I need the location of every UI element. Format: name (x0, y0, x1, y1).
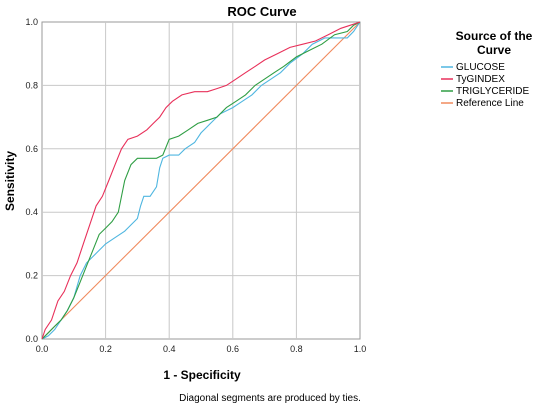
legend-title-line2: Curve (477, 43, 511, 57)
legend-title-line1: Source of the (456, 29, 533, 43)
legend: Source of the Curve GLUCOSETyGINDEXTRIGL… (441, 29, 533, 109)
y-tick-label: 1.0 (25, 17, 38, 27)
footnote: Diagonal segments are produced by ties. (179, 393, 361, 404)
series-line-reference-line (41, 21, 361, 340)
series-line-tygindex (41, 21, 361, 340)
x-tick-label: 0.0 (36, 344, 49, 354)
chart-title: ROC Curve (227, 4, 296, 19)
legend-label-reference-line: Reference Line (456, 98, 524, 109)
x-axis-title: 1 - Specificity (163, 368, 241, 382)
series-line-triglyceride (41, 21, 361, 340)
plot-area (41, 21, 361, 340)
x-tick-label: 0.4 (163, 344, 176, 354)
y-tick-label: 0.8 (25, 80, 38, 90)
x-axis-ticks: 0.0 0.2 0.4 0.6 0.8 1.0 (36, 344, 367, 354)
series-line-glucose (41, 21, 361, 340)
legend-label-tygindex: TyGINDEX (456, 74, 505, 85)
x-tick-label: 1.0 (354, 344, 367, 354)
legend-label-glucose: GLUCOSE (456, 62, 505, 73)
x-tick-label: 0.2 (99, 344, 112, 354)
y-axis-title: Sensitivity (3, 151, 17, 211)
y-tick-label: 0.0 (25, 334, 38, 344)
x-tick-label: 0.8 (290, 344, 303, 354)
y-tick-label: 0.6 (25, 144, 38, 154)
legend-label-triglyceride: TRIGLYCERIDE (456, 86, 529, 97)
series-lines (41, 21, 361, 340)
x-tick-label: 0.6 (227, 344, 240, 354)
y-tick-label: 0.4 (25, 207, 38, 217)
y-tick-label: 0.2 (25, 271, 38, 281)
y-axis-ticks: 0.0 0.2 0.4 0.6 0.8 1.0 (25, 17, 38, 344)
grid-lines (42, 22, 360, 339)
